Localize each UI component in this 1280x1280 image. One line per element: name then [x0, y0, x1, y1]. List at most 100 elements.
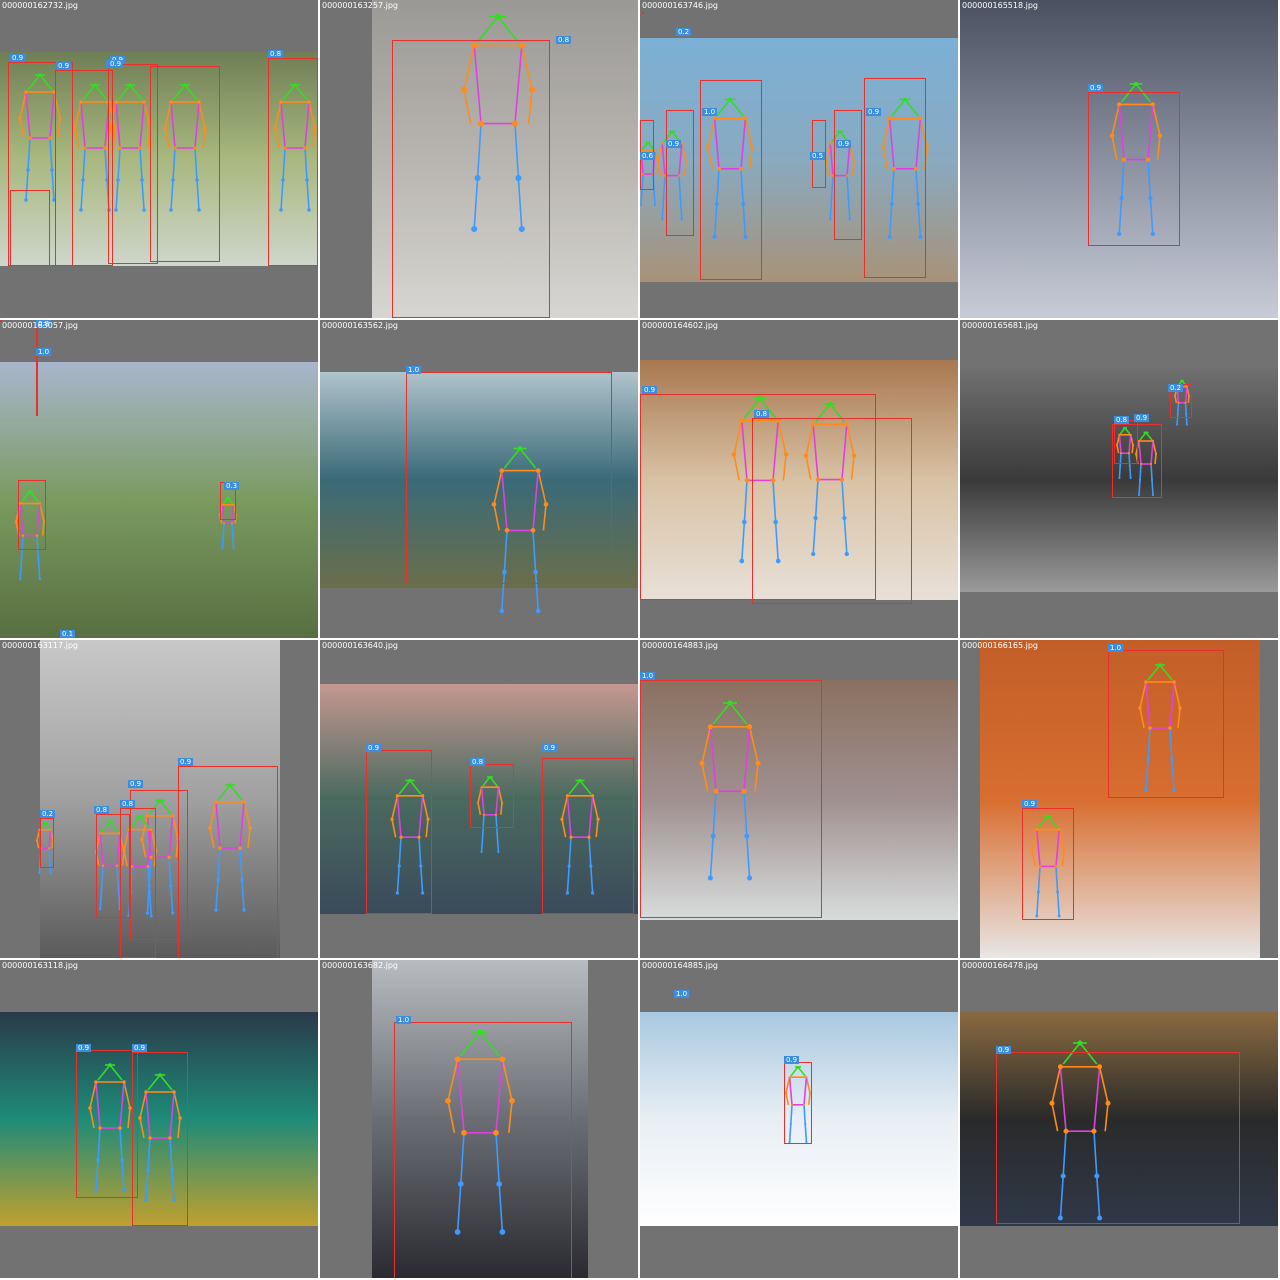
bounding-box [268, 58, 318, 266]
bounding-box [640, 394, 876, 600]
confidence-score: 0.8 [36, 320, 52, 328]
prediction-tile: 0.9 0.8 000000164602.jpg [640, 320, 958, 638]
photo-thumbnail [980, 640, 1260, 958]
confidence-score: 0.9 [366, 744, 382, 752]
bounding-box [1114, 420, 1138, 464]
image-filename: 000000166478.jpg [962, 961, 1038, 970]
image-filename: 000000165518.jpg [962, 1, 1038, 10]
confidence-score: 0.1 [60, 630, 76, 638]
bounding-box [150, 66, 220, 262]
confidence-score: 0.2 [676, 28, 692, 36]
bounding-box [132, 1052, 188, 1226]
bounding-box [864, 78, 926, 278]
image-filename: 000000163682.jpg [322, 961, 398, 970]
prediction-tile: 1.0 000000163562.jpg [320, 320, 638, 638]
confidence-score: 0.6 [640, 152, 656, 160]
bounding-box [130, 790, 188, 940]
confidence-score: 0.9 [542, 744, 558, 752]
photo-thumbnail [960, 368, 1278, 592]
photo-thumbnail [0, 1012, 318, 1226]
confidence-score: 1.0 [674, 990, 690, 998]
prediction-tile: 1.0 000000163682.jpg [320, 960, 638, 1278]
prediction-tile: 0.9 0.9 000000163118.jpg [0, 960, 318, 1278]
confidence-score: 0.8 [470, 758, 486, 766]
confidence-score: 0.9 [56, 62, 72, 70]
image-filename: 000000163562.jpg [322, 321, 398, 330]
bounding-box [392, 40, 550, 318]
image-filename: 000000164883.jpg [642, 641, 718, 650]
confidence-score: 0.9 [10, 54, 26, 62]
confidence-score: 0.9 [76, 1044, 92, 1052]
bounding-box [640, 680, 822, 918]
image-filename: 000000163640.jpg [322, 641, 398, 650]
bounding-box [1022, 808, 1074, 920]
confidence-score: 0.9 [784, 1056, 800, 1064]
prediction-tile: 0.9 000000165518.jpg [960, 0, 1278, 318]
bounding-box [642, 12, 644, 14]
confidence-score: 0.2 [1168, 384, 1184, 392]
prediction-tile: 0.2 1.0 0.9 0.6 0.9 0.5 0.9 000000163746.jpg [640, 0, 958, 318]
prediction-tile: 0.8 1.0 0.3 0.1 000000163057.jpg [0, 320, 318, 638]
bounding-box [752, 418, 912, 604]
prediction-tile: 0.9 0.9 0.8 0.8 0.2 000000163117.jpg [0, 640, 318, 958]
bounding-box [120, 808, 156, 958]
confidence-score: 1.0 [396, 1016, 412, 1024]
bounding-box [40, 818, 54, 868]
confidence-score: 0.3 [224, 482, 240, 490]
confidence-score: 0.9 [836, 140, 852, 148]
confidence-score: 0.9 [666, 140, 682, 148]
prediction-tile: 0.9 000000166478.jpg [960, 960, 1278, 1278]
confidence-score: 0.2 [40, 810, 56, 818]
bounding-box [55, 70, 113, 266]
bounding-box [996, 1052, 1240, 1224]
confidence-score: 0.9 [996, 1046, 1012, 1054]
prediction-tile: 1.0 0.9 000000166165.jpg [960, 640, 1278, 958]
image-filename: 000000165681.jpg [962, 321, 1038, 330]
prediction-tile: 1.0 000000164883.jpg [640, 640, 958, 958]
bounding-box [76, 1050, 138, 1198]
bounding-box [178, 766, 278, 958]
photo-thumbnail [0, 52, 318, 266]
bounding-box [784, 1062, 812, 1144]
bounding-box [406, 372, 612, 584]
image-filename: 000000163118.jpg [2, 961, 78, 970]
bounding-box [1088, 92, 1180, 246]
confidence-score: 1.0 [702, 108, 718, 116]
confidence-score: 0.8 [1114, 416, 1130, 424]
bounding-box [542, 758, 634, 914]
prediction-tile: 0.2 0.9 0.8 000000165681.jpg [960, 320, 1278, 638]
confidence-score: 0.9 [1134, 414, 1150, 422]
photo-thumbnail [372, 0, 638, 318]
photo-thumbnail [320, 372, 638, 588]
bounding-box [666, 110, 694, 236]
bounding-box [36, 320, 38, 416]
confidence-score: 0.9 [178, 758, 194, 766]
confidence-score: 0.8 [556, 36, 572, 44]
prediction-tile: 0.8 000000163257.jpg [320, 0, 638, 318]
confidence-score: 0.8 [754, 410, 770, 418]
photo-thumbnail [960, 1012, 1278, 1226]
confidence-score: 0.9 [642, 386, 658, 394]
image-filename: 000000163057.jpg [2, 321, 78, 330]
photo-thumbnail [640, 360, 958, 600]
confidence-score: 1.0 [406, 366, 422, 374]
image-filename: 000000163746.jpg [642, 1, 718, 10]
confidence-score: 0.9 [108, 60, 124, 68]
bounding-box [18, 480, 46, 550]
photo-thumbnail [372, 960, 588, 1278]
image-filename: 000000163117.jpg [2, 641, 78, 650]
image-filename: 000000162732.jpg [2, 1, 78, 10]
confidence-score: 0.5 [810, 152, 826, 160]
image-filename: 000000163257.jpg [322, 1, 398, 10]
photo-thumbnail [0, 362, 318, 638]
confidence-score: 1.0 [1108, 644, 1124, 652]
confidence-score: 0.8 [268, 50, 284, 58]
bounding-box [96, 814, 130, 918]
image-filename: 000000166165.jpg [962, 641, 1038, 650]
confidence-score: 0.9 [128, 780, 144, 788]
bounding-box [10, 190, 50, 266]
photo-thumbnail [640, 680, 958, 920]
bounding-box [1108, 650, 1224, 798]
